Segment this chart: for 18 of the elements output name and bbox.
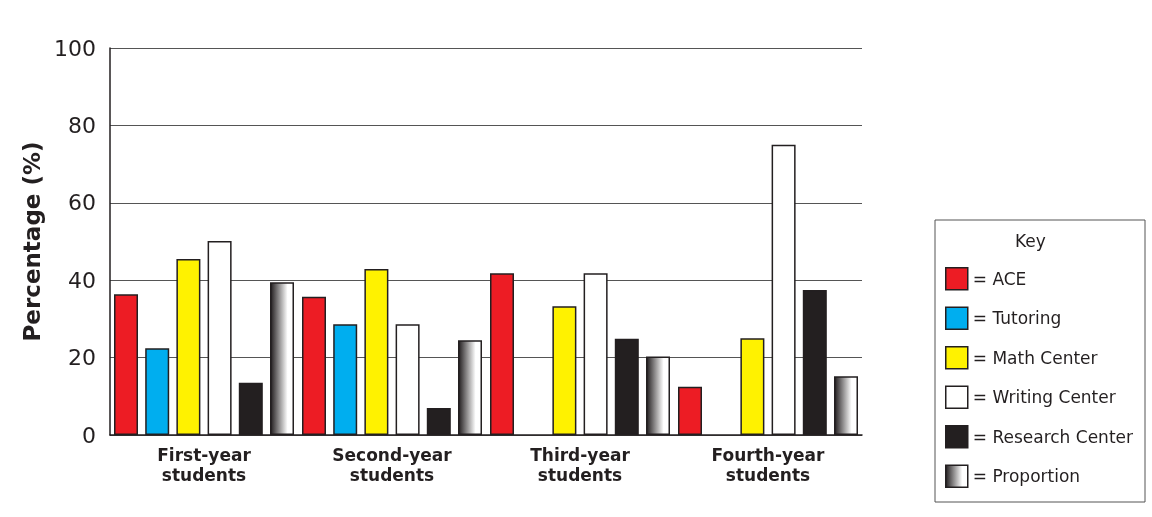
x-tick-label: Fourth-year students bbox=[711, 445, 826, 485]
x-tick-label: Second-year students bbox=[332, 445, 453, 485]
y-tick-label: 0 bbox=[82, 422, 96, 448]
legend-label: = Tutoring bbox=[972, 308, 1062, 329]
y-axis-title: Percentage (%) bbox=[18, 141, 45, 342]
legend-title: Key bbox=[1015, 230, 1046, 251]
x-tick-label: First-year students bbox=[157, 445, 252, 485]
legend-label: = Math Center bbox=[972, 347, 1098, 368]
y-tick-label: 40 bbox=[68, 267, 96, 293]
y-tick-label: 100 bbox=[54, 35, 96, 61]
x-tick-label: Third-year students bbox=[530, 445, 631, 485]
legend-label: = ACE bbox=[972, 268, 1027, 289]
legend-label: = Research Center bbox=[972, 426, 1134, 447]
legend-label: = Writing Center bbox=[972, 387, 1116, 408]
y-tick-label: 60 bbox=[68, 190, 96, 216]
y-tick-label: 20 bbox=[68, 345, 96, 371]
legend-label: = Proportion bbox=[972, 466, 1081, 487]
y-tick-label: 80 bbox=[68, 112, 96, 138]
